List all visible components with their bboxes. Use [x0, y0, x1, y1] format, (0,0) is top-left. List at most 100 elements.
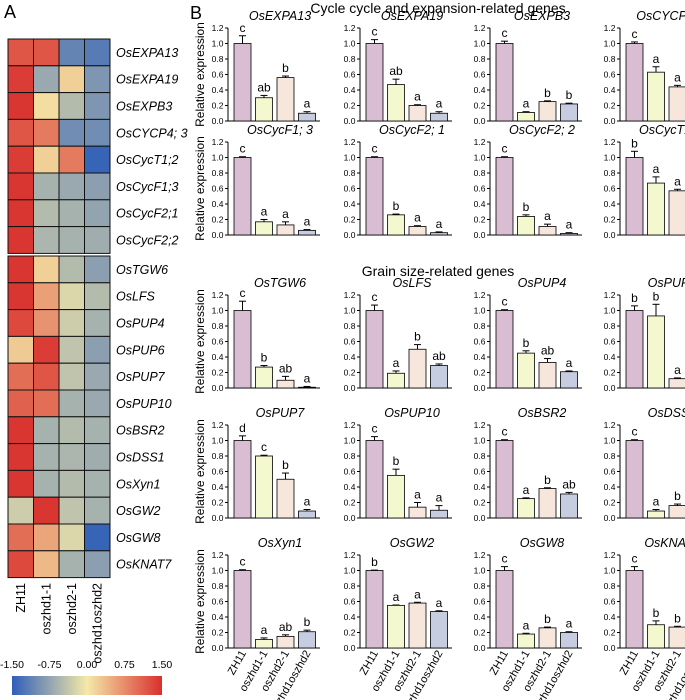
y-tick-label: 0.2: [604, 215, 616, 225]
y-tick-label: 0.8: [604, 321, 616, 331]
y-tick-label: 1.0: [604, 39, 616, 49]
significance-letter: a: [304, 97, 311, 111]
y-tick-label: 1.2: [474, 550, 486, 560]
y-tick-label: 0.8: [474, 168, 486, 178]
bar: [647, 510, 665, 519]
bar: [276, 77, 295, 122]
heatmap-row-label: OsXyn1: [116, 477, 160, 491]
bar: [517, 215, 535, 236]
heatmap-cell: [7, 145, 34, 174]
bar: [255, 639, 273, 649]
y-tick-label: 1.0: [474, 306, 486, 316]
significance-letter: c: [502, 26, 508, 40]
bar: [560, 493, 578, 519]
y-tick-label: 0.2: [344, 368, 356, 378]
significance-letter: b: [304, 615, 311, 629]
bar-panel: 0.00.20.40.60.81.01.2caaaOsCYCP4; 3: [604, 9, 685, 126]
bar: [495, 157, 514, 236]
y-tick-label: 0.8: [344, 451, 356, 461]
bar: [560, 632, 578, 649]
significance-letter: b: [631, 291, 638, 305]
significance-letter: a: [304, 215, 311, 229]
colorbar-gradient: [12, 676, 162, 695]
significance-letter: a: [282, 207, 289, 221]
y-tick-label: 0.4: [212, 612, 224, 622]
bar-panel: 0.00.20.40.60.81.01.2 ca b aOsGW8ZH11oszhd1…: [474, 536, 582, 700]
bar: [255, 366, 273, 389]
bar: [233, 157, 252, 236]
y-tick-label: 0.8: [474, 581, 486, 591]
heatmap-row-label: OsPUP10: [116, 397, 172, 411]
y-tick-label: 0.4: [604, 352, 616, 362]
bar: [255, 455, 273, 519]
significance-letter: d: [239, 421, 246, 435]
y-tick-label: 0.6: [474, 597, 486, 607]
colorbar-tick-label: 0.75: [114, 659, 135, 671]
heatmap-cell: [33, 309, 60, 337]
colorbar-tick-label: 1.50: [152, 659, 173, 671]
heatmap-cell: [33, 416, 60, 445]
y-tick-label: 0.6: [604, 184, 616, 194]
heatmap-cell: [58, 362, 85, 391]
bar: [517, 633, 535, 649]
bar: [233, 440, 252, 519]
y-tick-label: 0.0: [212, 383, 224, 393]
significance-letter: c: [502, 295, 508, 309]
significance-letter: c: [632, 552, 638, 566]
y-tick-label: 0.6: [212, 70, 224, 80]
heatmap-column-label: oszhd1oszhd2: [90, 583, 104, 664]
bar: [625, 43, 644, 122]
y-tick-label: 0.4: [344, 352, 356, 362]
bar-panel-title: OsTGW6: [254, 276, 306, 290]
significance-letter: a: [436, 217, 443, 231]
y-tick-label: 0.8: [212, 168, 224, 178]
bar: [625, 440, 644, 519]
y-tick-label: 0.6: [604, 337, 616, 347]
y-tick-label: 0.8: [604, 168, 616, 178]
heatmap-cell: [84, 282, 111, 311]
significance-letter: c: [502, 425, 508, 439]
significance-letter: b: [282, 61, 289, 75]
heatmap-cell: [7, 65, 34, 94]
bar: [517, 498, 535, 519]
y-tick-label: 0.4: [344, 199, 356, 209]
panel-label-b: B: [190, 3, 202, 23]
y-tick-label: 0.0: [474, 230, 486, 240]
bar: [560, 371, 578, 389]
significance-letter: a: [414, 488, 421, 502]
significance-letter: ab: [432, 349, 446, 363]
significance-letter: a: [436, 596, 443, 610]
heatmap-cell: [7, 38, 34, 67]
significance-letter: b: [674, 489, 681, 503]
heatmap-cell: [84, 523, 111, 552]
heatmap-cell: [58, 118, 85, 147]
significance-letter: b: [653, 606, 660, 620]
heatmap-cell: [7, 118, 34, 147]
y-tick-label: 0.4: [212, 85, 224, 95]
y-tick-label: 0.0: [212, 116, 224, 126]
significance-letter: c: [502, 142, 508, 156]
y-tick-label: 0.6: [474, 337, 486, 347]
y-tick-label: 0.2: [474, 215, 486, 225]
heatmap-cell: [33, 496, 60, 525]
y-axis-label: Relative expression: [193, 22, 207, 127]
bar: [430, 232, 448, 236]
bar: [365, 440, 384, 519]
y-tick-label: 1.2: [212, 137, 224, 147]
heatmap-cell: [84, 92, 111, 120]
y-tick-label: 1.0: [344, 436, 356, 446]
heatmap-cell: [58, 309, 85, 337]
y-tick-label: 1.0: [212, 566, 224, 576]
y-tick-label: 1.2: [604, 137, 616, 147]
significance-letter: a: [653, 494, 660, 508]
y-tick-label: 0.0: [474, 383, 486, 393]
heatmap-cell: [84, 389, 111, 418]
significance-letter: a: [674, 363, 681, 377]
y-tick-label: 0.0: [604, 230, 616, 240]
heatmap-cycle: OsEXPA13 OsEXPA19 OsEXPB3 OsCYCP4; 3 OsCycT1…: [7, 38, 188, 254]
y-tick-label: 0.8: [604, 581, 616, 591]
heatmap-row-label: OsPUP6: [116, 343, 165, 357]
